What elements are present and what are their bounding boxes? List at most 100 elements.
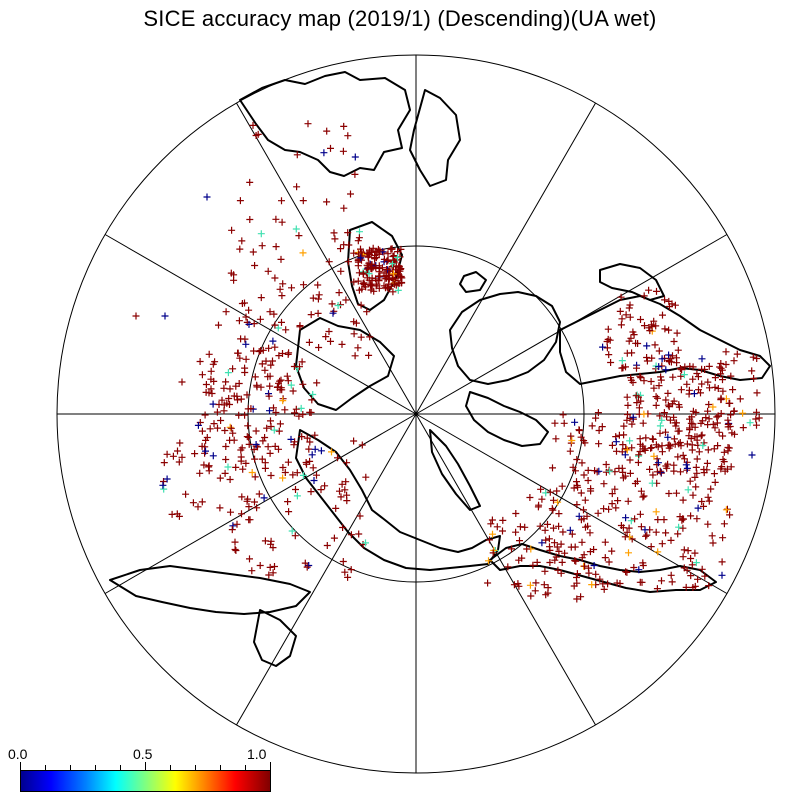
- plus-marker: [674, 530, 682, 538]
- plus-marker: [624, 401, 632, 409]
- plus-marker: [250, 320, 258, 328]
- plus-marker: [667, 536, 675, 544]
- plus-marker: [194, 503, 202, 511]
- plus-marker: [662, 428, 669, 436]
- plus-marker: [670, 435, 678, 443]
- plus-marker: [327, 144, 334, 152]
- plus-marker: [590, 562, 598, 569]
- plus-marker: [670, 461, 678, 469]
- plus-marker: [686, 415, 694, 423]
- plus-marker: [322, 333, 330, 341]
- plus-marker: [636, 372, 644, 380]
- plus-marker: [293, 151, 301, 159]
- plus-marker: [335, 289, 343, 297]
- plus-marker: [587, 487, 595, 495]
- plus-marker: [367, 281, 374, 289]
- plus-marker: [704, 407, 712, 415]
- plus-marker: [375, 262, 383, 270]
- plus-marker: [340, 122, 348, 130]
- plus-marker: [270, 426, 278, 434]
- plus-marker: [380, 255, 388, 263]
- plus-marker: [705, 582, 713, 590]
- plus-marker: [640, 492, 648, 500]
- plus-marker: [310, 477, 318, 484]
- plus-marker: [678, 516, 686, 524]
- plus-marker: [637, 374, 645, 382]
- plus-marker: [657, 468, 665, 476]
- plus-marker: [691, 433, 699, 441]
- plus-marker: [278, 197, 285, 205]
- plus-marker: [625, 304, 633, 312]
- plus-marker: [337, 493, 345, 501]
- plus-marker: [159, 481, 167, 489]
- plus-marker: [588, 581, 596, 589]
- plus-marker: [689, 363, 697, 371]
- plus-marker: [251, 262, 259, 269]
- plus-marker: [601, 538, 609, 546]
- plus-marker: [276, 377, 284, 385]
- plus-marker: [619, 468, 627, 476]
- plus-marker: [259, 346, 267, 354]
- plus-marker: [385, 285, 393, 293]
- plus-marker: [571, 557, 579, 565]
- plus-marker: [224, 369, 232, 377]
- plus-marker: [308, 396, 316, 404]
- plus-marker: [299, 249, 307, 257]
- plus-marker: [693, 370, 701, 377]
- plus-marker: [687, 419, 695, 427]
- plus-marker: [711, 424, 719, 432]
- plus-marker: [640, 377, 648, 385]
- plus-marker: [630, 564, 638, 571]
- plus-marker: [279, 464, 287, 471]
- plus-marker: [691, 549, 699, 557]
- plus-marker: [383, 266, 390, 273]
- plus-marker: [245, 306, 253, 314]
- plus-marker: [658, 355, 666, 363]
- plus-marker: [271, 563, 278, 570]
- plus-marker: [626, 313, 634, 321]
- plus-marker: [388, 245, 396, 253]
- plus-marker: [718, 366, 726, 374]
- plus-marker: [551, 539, 558, 547]
- plus-marker: [261, 434, 269, 441]
- plus-marker: [668, 578, 676, 586]
- plus-marker: [571, 418, 579, 426]
- plus-marker: [196, 358, 204, 365]
- plus-marker: [677, 468, 684, 476]
- coastline-greenland: [449, 291, 561, 385]
- plus-marker: [622, 568, 630, 576]
- plus-marker: [261, 537, 269, 545]
- plus-marker: [578, 554, 586, 562]
- plus-marker: [207, 385, 215, 393]
- meridian-line: [104, 413, 417, 594]
- plus-marker: [599, 343, 607, 351]
- plus-marker: [486, 536, 493, 544]
- plus-marker: [594, 509, 602, 517]
- plus-marker: [637, 316, 644, 323]
- plus-marker: [328, 300, 336, 308]
- plus-marker: [499, 527, 506, 535]
- plus-marker: [533, 558, 541, 566]
- plus-marker: [709, 539, 717, 547]
- plus-marker: [279, 280, 287, 288]
- plus-marker: [664, 433, 672, 441]
- plus-marker: [255, 490, 263, 498]
- coastline-chukotka: [347, 221, 403, 311]
- plus-marker: [202, 388, 210, 396]
- plus-marker: [552, 435, 560, 443]
- plus-marker: [700, 469, 708, 477]
- plus-marker: [221, 427, 229, 434]
- plus-marker: [577, 593, 585, 601]
- plus-marker: [560, 419, 568, 427]
- plus-marker: [557, 540, 565, 548]
- plus-marker: [568, 530, 576, 538]
- plus-marker: [643, 357, 651, 365]
- plus-marker: [347, 190, 354, 198]
- plus-marker: [725, 399, 733, 407]
- plus-marker: [234, 349, 242, 357]
- plus-marker: [559, 528, 567, 536]
- plus-marker: [209, 360, 217, 368]
- plus-marker: [701, 572, 709, 580]
- plus-marker: [296, 363, 303, 371]
- plus-marker: [275, 352, 283, 360]
